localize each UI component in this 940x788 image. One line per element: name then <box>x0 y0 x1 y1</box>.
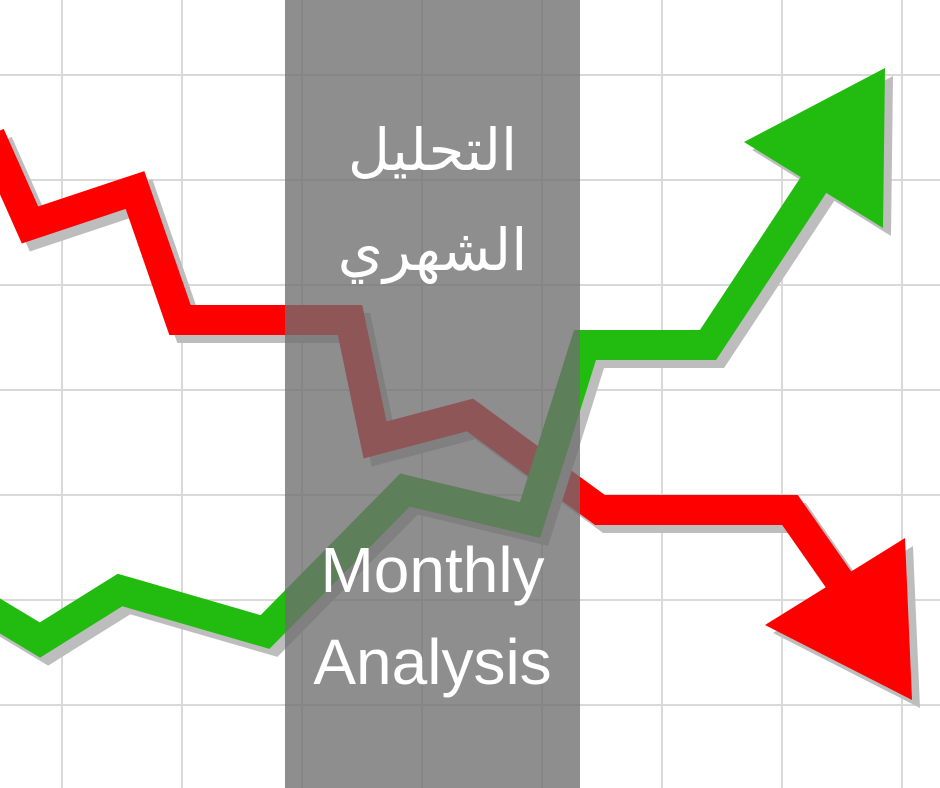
title-band <box>285 0 580 788</box>
arabic-title-line-1: التحليل <box>347 116 518 184</box>
arabic-title-line-2: الشهري <box>337 216 528 284</box>
arabic-title: التحليل الشهري <box>285 100 580 300</box>
english-title: Monthly Analysis <box>285 524 580 708</box>
english-title-line-1: Monthly <box>320 534 545 606</box>
english-title-line-2: Analysis <box>313 626 552 698</box>
